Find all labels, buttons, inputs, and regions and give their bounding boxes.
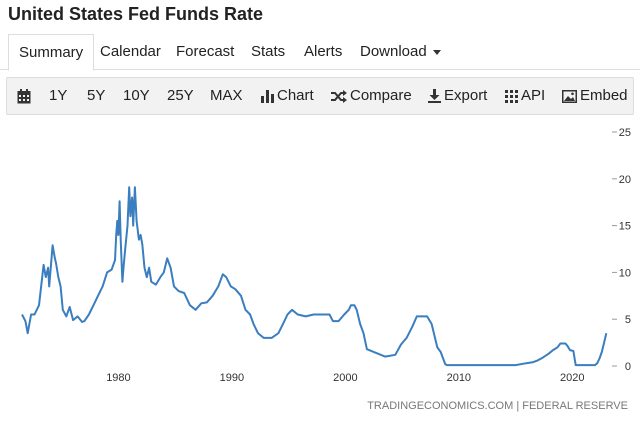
export-button-label: Export [444,87,488,104]
chart-type-button[interactable]: Chart [261,78,314,114]
x-tick-label: 1980 [106,372,130,384]
range-1y-button[interactable]: 1Y [49,87,68,104]
tab-forecast[interactable]: Forecast [176,43,235,60]
source-label: TRADINGECONOMICS.COM | FEDERAL RESERVE [367,400,628,412]
range-max-button[interactable]: MAX [210,87,243,104]
shuffle-icon [331,89,347,103]
range-5y-button[interactable]: 5Y [87,87,106,104]
api-button[interactable]: API [505,78,545,114]
y-tick-label: 20 [619,174,631,186]
tab-stats[interactable]: Stats [251,43,286,60]
download-icon [428,89,441,104]
x-tick-label: 1990 [220,372,244,384]
y-tick-label: 5 [625,314,631,326]
chart-button-label: Chart [277,87,314,104]
image-icon [562,89,577,103]
compare-button-label: Compare [350,87,412,104]
compare-button[interactable]: Compare [331,78,412,114]
y-tick-label: 0 [625,361,631,373]
tab-download[interactable]: Download [350,34,451,70]
tab-calendar[interactable]: Calendar [100,43,161,60]
tab-alerts[interactable]: Alerts [304,43,343,60]
range-10y-button[interactable]: 10Y [123,87,150,104]
range-25y-button[interactable]: 25Y [167,87,194,104]
tab-summary[interactable]: Summary [8,34,95,71]
grid-icon [505,89,518,103]
x-tick-label: 2020 [560,372,584,384]
export-button[interactable]: Export [428,78,487,114]
embed-button[interactable]: Embed [562,78,628,114]
x-tick-label: 2000 [333,372,357,384]
page-title: United States Fed Funds Rate [8,4,264,24]
bar-chart-icon [261,89,274,103]
calendar-icon[interactable] [17,78,34,114]
series-line [21,186,608,367]
tab-bar: Summary Calendar Forecast Stats Alerts D… [0,34,640,71]
x-tick-label: 2010 [447,372,471,384]
caret-down-icon [432,49,441,55]
chart-toolbar: 1Y 5Y 10Y 25Y MAX Chart Compare Export A… [6,77,634,115]
api-button-label: API [521,87,546,104]
y-tick-label: 15 [619,221,631,233]
y-tick-label: 25 [619,127,631,139]
fed-funds-rate-chart: 1980 1990 2000 2010 2020 0 5 10 15 20 25 TRADINGE… [21,127,631,412]
y-tick-label: 10 [619,267,631,279]
embed-button-label: Embed [580,87,628,104]
tab-download-label: Download [360,43,427,60]
chart-area: 1980 1990 2000 2010 2020 0 5 10 15 20 25 TRADINGE… [0,120,640,416]
